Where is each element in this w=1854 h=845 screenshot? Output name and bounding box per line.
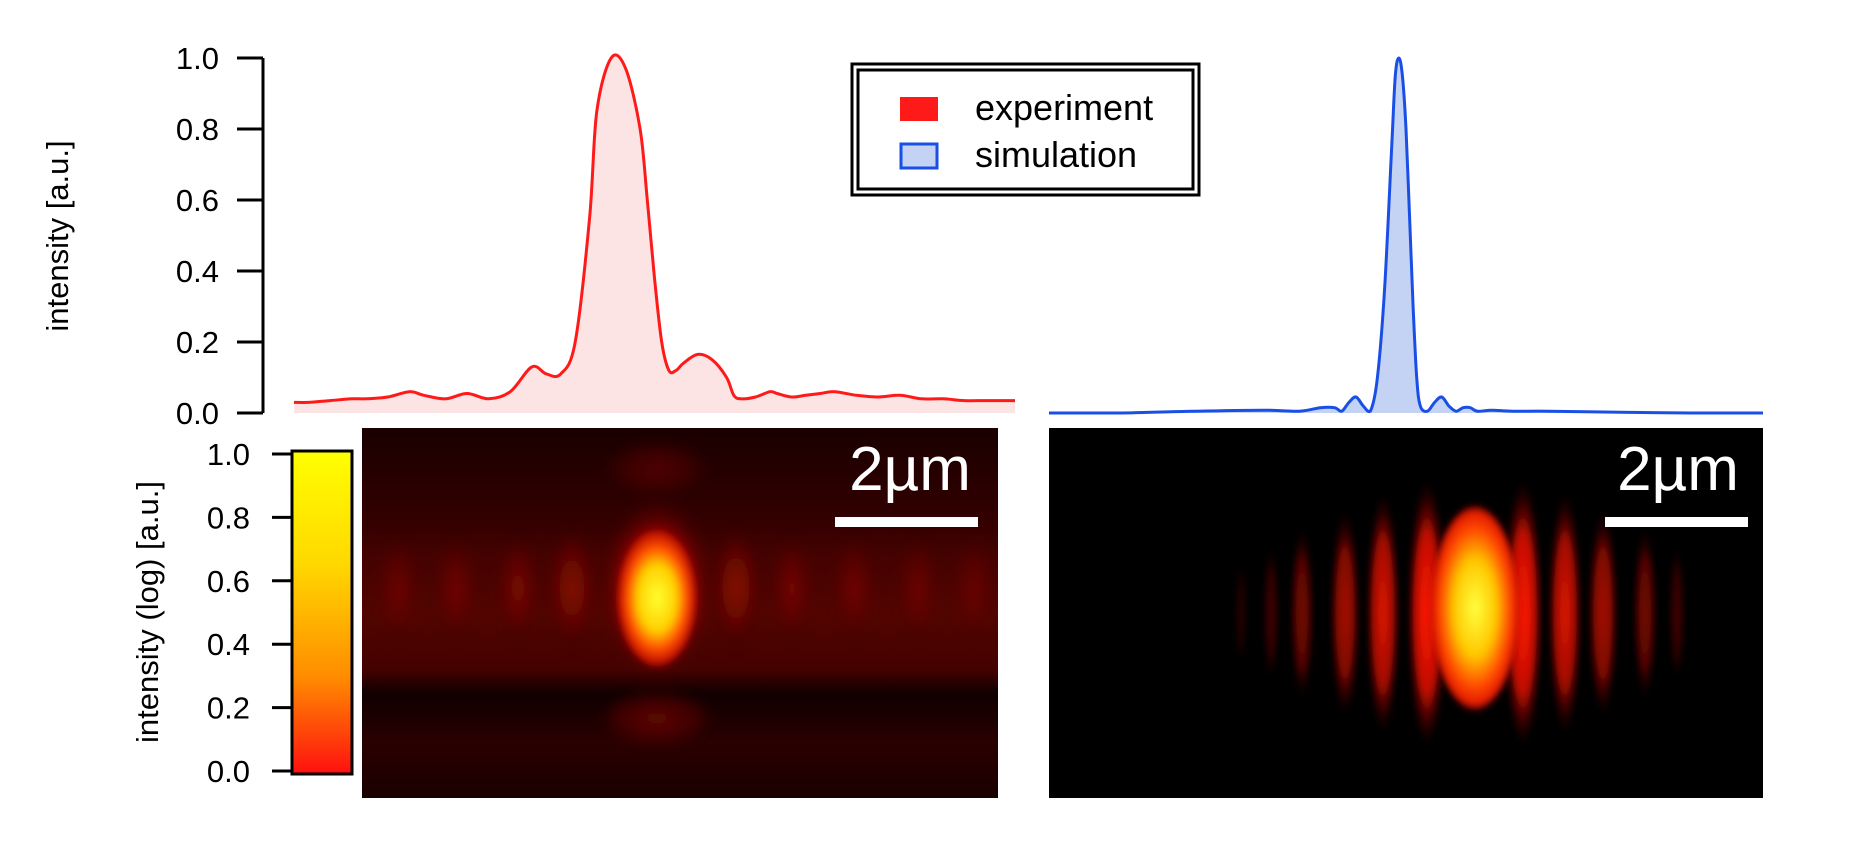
experiment-profile-y-tick-label: 0.8: [176, 112, 219, 147]
experiment-profile-y-tick-label: 1.0: [176, 41, 219, 76]
experiment-profile-y-axis-title: intensity [a.u.]: [40, 140, 75, 331]
experiment-scale-bar-label: 2µm: [849, 435, 971, 504]
experiment-scale-bar: [835, 517, 978, 527]
legend-label-simulation: simulation: [975, 134, 1137, 175]
colorbar-tick-label: 0.6: [207, 564, 250, 599]
experiment-profile-plot: 0.0 0.2 0.4 0.6 0.8 1.0 intensity [a.u.]: [40, 41, 1015, 431]
experiment-profile-y-tick-label: 0.4: [176, 254, 219, 289]
colorbar-tick-label: 0.8: [207, 500, 250, 535]
colorbar: 0.0 0.2 0.4 0.6 0.8 1.0 intensity (log) [a.u.…: [130, 437, 354, 789]
legend-swatch-simulation: [899, 142, 939, 170]
colorbar-title: intensity (log) [a.u.]: [130, 481, 165, 743]
simulation-image: 2µm: [1049, 428, 1763, 798]
simulation-profile-area: [1049, 58, 1763, 413]
simulation-scale-bar-label: 2µm: [1617, 435, 1739, 504]
experiment-profile-y-tick-label: 0.6: [176, 183, 219, 218]
legend: experiment simulation: [850, 62, 1201, 197]
experiment-profile-y-tick-label: 0.0: [176, 396, 219, 431]
simulation-profile-line: [1048, 56, 1763, 415]
simulation-profile-plot: [1048, 56, 1763, 415]
colorbar-tick-label: 0.2: [207, 691, 250, 726]
colorbar-tick-label: 0.0: [207, 754, 250, 789]
colorbar-tick-label: 0.4: [207, 627, 250, 662]
colorbar-ticks: 0.0 0.2 0.4 0.6 0.8 1.0: [207, 437, 292, 789]
legend-swatch-experiment: [900, 97, 938, 121]
experiment-profile-y-ticks: 0.0 0.2 0.4 0.6 0.8 1.0: [176, 41, 263, 431]
experiment-profile-y-tick-label: 0.2: [176, 325, 219, 360]
simulation-scale-bar: [1605, 517, 1748, 527]
colorbar-gradient: [290, 449, 354, 776]
legend-label-experiment: experiment: [975, 87, 1153, 128]
experiment-profile-area: [294, 54, 1015, 413]
colorbar-tick-label: 1.0: [207, 437, 250, 472]
experiment-image: 2µm: [362, 428, 998, 798]
experiment-profile-line: [293, 53, 1015, 404]
